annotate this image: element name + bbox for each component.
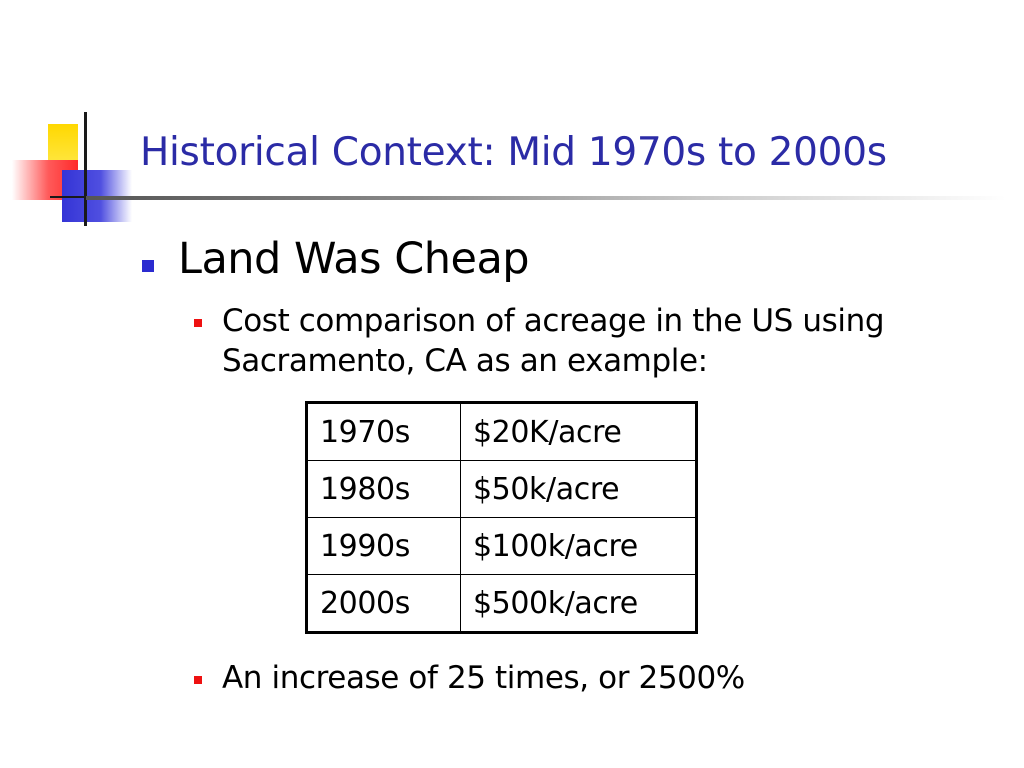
- price-cell: $50k/acre: [460, 460, 697, 518]
- sub-bullet-square-icon: [194, 676, 202, 684]
- price-cell: $20K/acre: [460, 402, 697, 461]
- sub-bullet-cost-comparison: Cost comparison of acreage in the US usi…: [222, 303, 885, 379]
- decorative-yellow-square: [48, 124, 78, 164]
- price-cell: $100k/acre: [460, 517, 697, 575]
- main-bullet-text: Land Was Cheap: [178, 234, 530, 284]
- table-row: 1990s $100k/acre: [306, 517, 697, 575]
- price-cell: $500k/acre: [460, 574, 697, 633]
- title-underline-rule: [86, 196, 1006, 200]
- sub-bullet-square-icon: [194, 319, 202, 327]
- bullet-square-icon: [142, 260, 154, 272]
- decade-cell: 1970s: [306, 402, 461, 461]
- decorative-vertical-line: [84, 112, 87, 226]
- land-price-table: 1970s $20K/acre 1980s $50k/acre 1990s $1…: [305, 401, 698, 634]
- table-row: 1970s $20K/acre: [306, 402, 697, 461]
- table-row: 1980s $50k/acre: [306, 460, 697, 518]
- decade-cell: 1980s: [306, 460, 461, 518]
- table-row: 2000s $500k/acre: [306, 574, 697, 633]
- slide-title: Historical Context: Mid 1970s to 2000s: [140, 130, 887, 175]
- decade-cell: 2000s: [306, 574, 461, 633]
- decade-cell: 1990s: [306, 517, 461, 575]
- sub-bullet-increase: An increase of 25 times, or 2500%: [222, 660, 745, 696]
